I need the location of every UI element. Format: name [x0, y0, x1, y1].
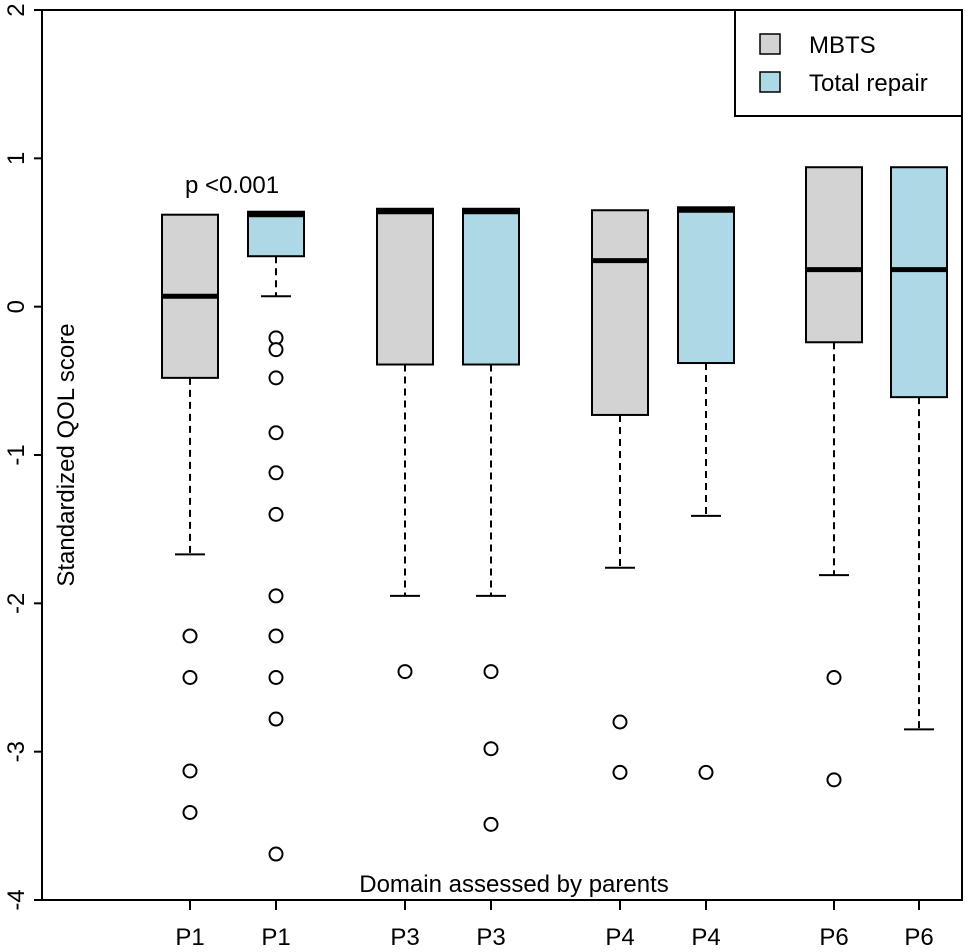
legend-swatch-total-repair [759, 71, 781, 93]
x-axis: P1 P1 P3 P3 P4 P4 P6 P6 [175, 900, 934, 951]
iqr-box [247, 210, 305, 258]
iqr-box [591, 209, 649, 416]
legend-swatch-mbts [759, 33, 781, 55]
outlier-point [268, 628, 284, 644]
outlier-point [268, 370, 284, 386]
outlier-point [826, 772, 842, 788]
box-p4-mbts [591, 209, 649, 780]
plot-frame [41, 9, 963, 901]
y-tick-label: 0 [3, 300, 30, 313]
outlier-point [268, 342, 284, 358]
x-tick-label: P6 [819, 924, 848, 951]
x-tick-label: P4 [605, 924, 634, 951]
x-tick-label: P4 [691, 924, 720, 951]
x-axis-title: Domain assessed by parents [359, 871, 669, 898]
outlier-point [268, 506, 284, 522]
p-value-annotation: p <0.001 [185, 172, 279, 199]
y-tick-label: 2 [3, 3, 30, 16]
outlier-point [698, 764, 714, 780]
outlier-point [612, 714, 628, 730]
outlier-point [268, 588, 284, 604]
boxes-layer [161, 166, 948, 862]
iqr-box [677, 206, 735, 365]
outlier-point [483, 741, 499, 757]
x-tick-label: P1 [175, 924, 204, 951]
outlier-point [268, 465, 284, 481]
outlier-point [397, 664, 413, 680]
y-tick-label: -3 [3, 741, 30, 762]
legend-label-total-repair: Total repair [809, 70, 928, 97]
legend-label-mbts: MBTS [809, 32, 876, 59]
outlier-point [182, 670, 198, 685]
box-p6-total-repair [890, 166, 948, 731]
legend: MBTS Total repair [734, 9, 963, 117]
outlier-point [268, 670, 284, 685]
x-tick-label: P3 [390, 924, 419, 951]
box-p3-total-repair [462, 207, 520, 832]
outlier-point [182, 804, 198, 820]
outlier-point [182, 763, 198, 779]
iqr-box [376, 207, 434, 366]
box-p6-mbts [805, 166, 863, 788]
y-tick-label: 1 [3, 152, 30, 165]
outlier-point [268, 846, 284, 862]
x-tick-label: P1 [261, 924, 290, 951]
box-p1-total-repair [247, 210, 305, 862]
y-axis-title: Standardized QOL score [53, 323, 80, 586]
outlier-point [826, 670, 842, 685]
legend-frame [734, 9, 963, 117]
outlier-point [483, 664, 499, 680]
outlier-point [612, 764, 628, 780]
iqr-box [805, 166, 863, 344]
plot-area [41, 9, 963, 901]
iqr-box [890, 166, 948, 399]
x-tick-label: P6 [904, 924, 933, 951]
outlier-point [268, 711, 284, 727]
y-tick-label: -1 [3, 444, 30, 465]
box-p4-total-repair [677, 206, 735, 780]
outlier-point [483, 816, 499, 832]
iqr-box [462, 207, 520, 366]
y-axis: -4 -3 -2 -1 0 1 2 [3, 3, 42, 911]
x-tick-label: P3 [476, 924, 505, 951]
y-tick-label: -2 [3, 593, 30, 614]
outlier-point [268, 425, 284, 441]
outlier-point [182, 628, 198, 644]
box-p1-mbts [161, 213, 219, 820]
box-p3-mbts [376, 207, 434, 680]
y-tick-label: -4 [3, 889, 30, 910]
